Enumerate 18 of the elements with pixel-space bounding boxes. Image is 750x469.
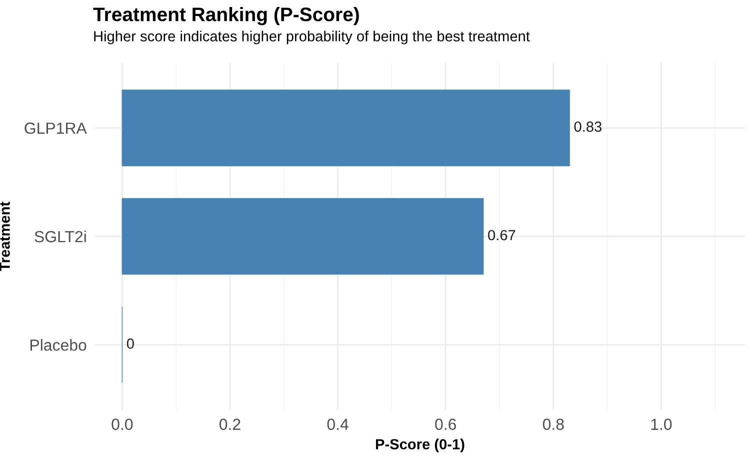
data-label: 0 xyxy=(126,338,134,349)
x-tick-label: 0.2 xyxy=(220,418,240,430)
y-tick-label: Placebo xyxy=(30,339,86,351)
y-axis-title: Treatment xyxy=(0,202,10,272)
bar xyxy=(122,90,570,166)
data-label: 0.67 xyxy=(488,230,516,240)
chart-title: Treatment Ranking (P-Score) xyxy=(93,7,359,26)
x-axis-title: P-Score (0-1) xyxy=(376,438,464,452)
y-tick-label: SGLT2i xyxy=(34,230,86,242)
x-tick-label: 0.6 xyxy=(435,418,456,430)
x-tick-label: 0.8 xyxy=(542,418,564,430)
chart-subtitle: Higher score indicates higher probability of being the best treatment xyxy=(94,30,530,44)
data-label: 0.83 xyxy=(574,122,602,132)
x-tick-label: 0.0 xyxy=(112,418,133,430)
y-tick-label: GLP1RA xyxy=(24,122,87,134)
bar xyxy=(122,198,484,275)
x-tick-label: 1.0 xyxy=(651,418,672,430)
x-tick-label: 0.4 xyxy=(327,418,348,430)
